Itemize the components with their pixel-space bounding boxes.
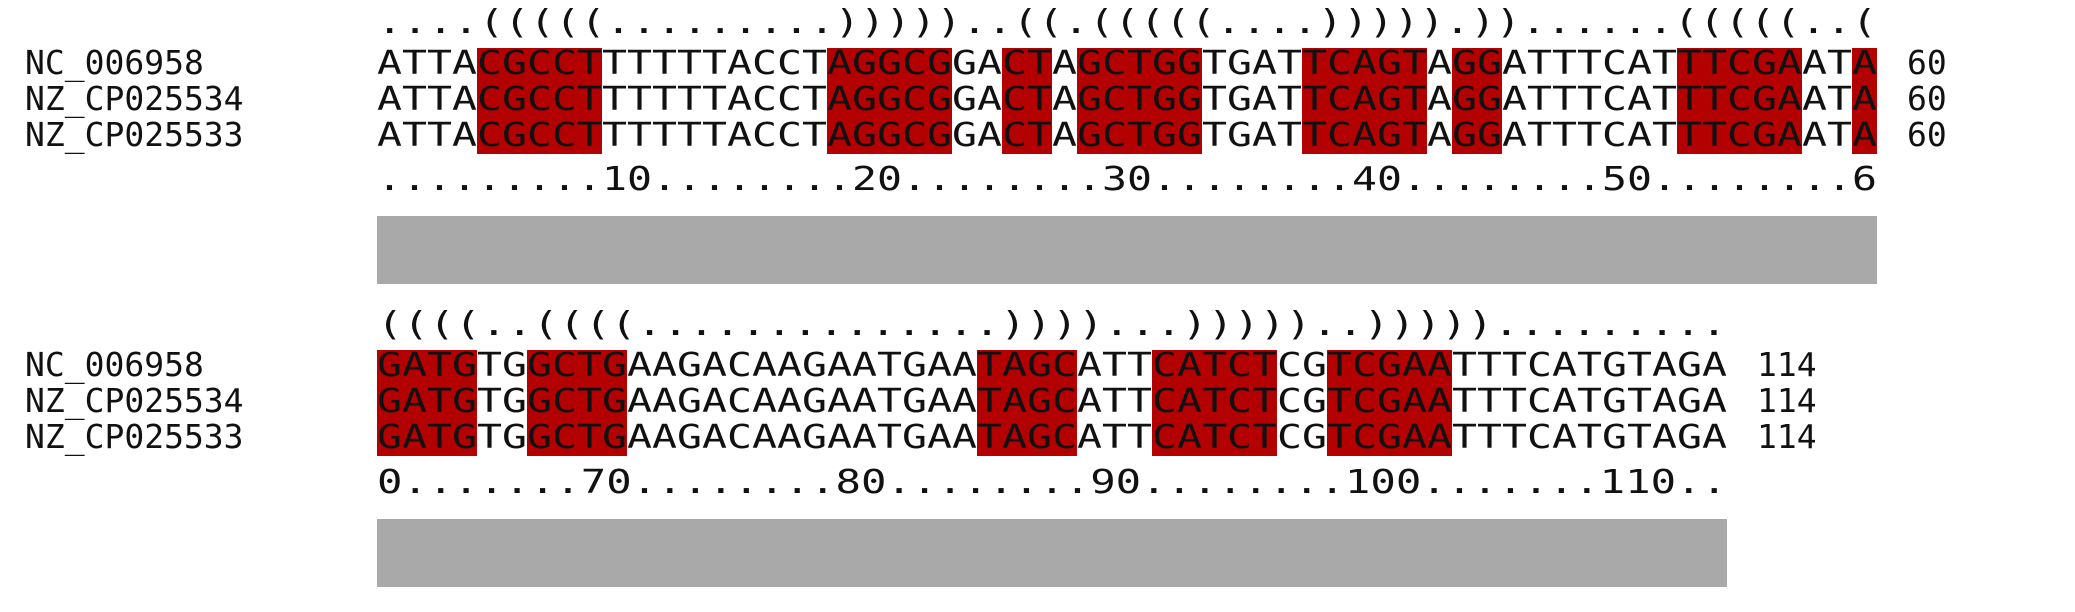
structure-line: ....(((((.........)))))..((.(((((....)))…: [377, 2, 1877, 41]
sequence: ATTACGCCTTTTTTACCTAGGCGGACTAGCTGGTGATTCA…: [377, 43, 1877, 82]
sequence-name: NZ_CP025534: [25, 381, 244, 421]
conservation-bar: [377, 519, 1727, 587]
sequence: GATGTGGCTGAAGACAAGAATGAATAGCATTCATCTCGTC…: [377, 417, 1727, 456]
position-ruler: .........10........20........30........4…: [377, 159, 1877, 198]
sequence-end: 114: [1757, 381, 1817, 420]
sequence-end: 60: [1907, 43, 1947, 82]
position-ruler: 0.......70........80........90........10…: [377, 462, 1727, 501]
sequence-name: NZ_CP025533: [25, 115, 244, 155]
sequence: GATGTGGCTGAAGACAAGAATGAATAGCATTCATCTCGTC…: [377, 381, 1727, 420]
structure-line: ((((..((((..............))))...)))))..))…: [377, 304, 1727, 343]
sequence-name: NC_006958: [25, 43, 204, 83]
sequence-name: NZ_CP025533: [25, 417, 244, 457]
sequence: GATGTGGCTGAAGACAAGAATGAATAGCATTCATCTCGTC…: [377, 345, 1727, 384]
sequence: ATTACGCCTTTTTTACCTAGGCGGACTAGCTGGTGATTCA…: [377, 79, 1877, 118]
sequence-name: NC_006958: [25, 345, 204, 385]
alignment-block-2: ((((..((((..............))))...)))))..))…: [25, 304, 1817, 587]
sequence-end: 60: [1907, 115, 1947, 154]
sequence: ATTACGCCTTTTTTACCTAGGCGGACTAGCTGGTGATTCA…: [377, 115, 1877, 154]
alignment-block-1: ....(((((.........)))))..((.(((((....)))…: [25, 2, 1947, 284]
sequence-end: 60: [1907, 79, 1947, 118]
sequence-end: 114: [1757, 417, 1817, 456]
conservation-bar: [377, 216, 1877, 284]
sequence-end: 114: [1757, 345, 1817, 384]
sequence-name: NZ_CP025534: [25, 79, 244, 119]
